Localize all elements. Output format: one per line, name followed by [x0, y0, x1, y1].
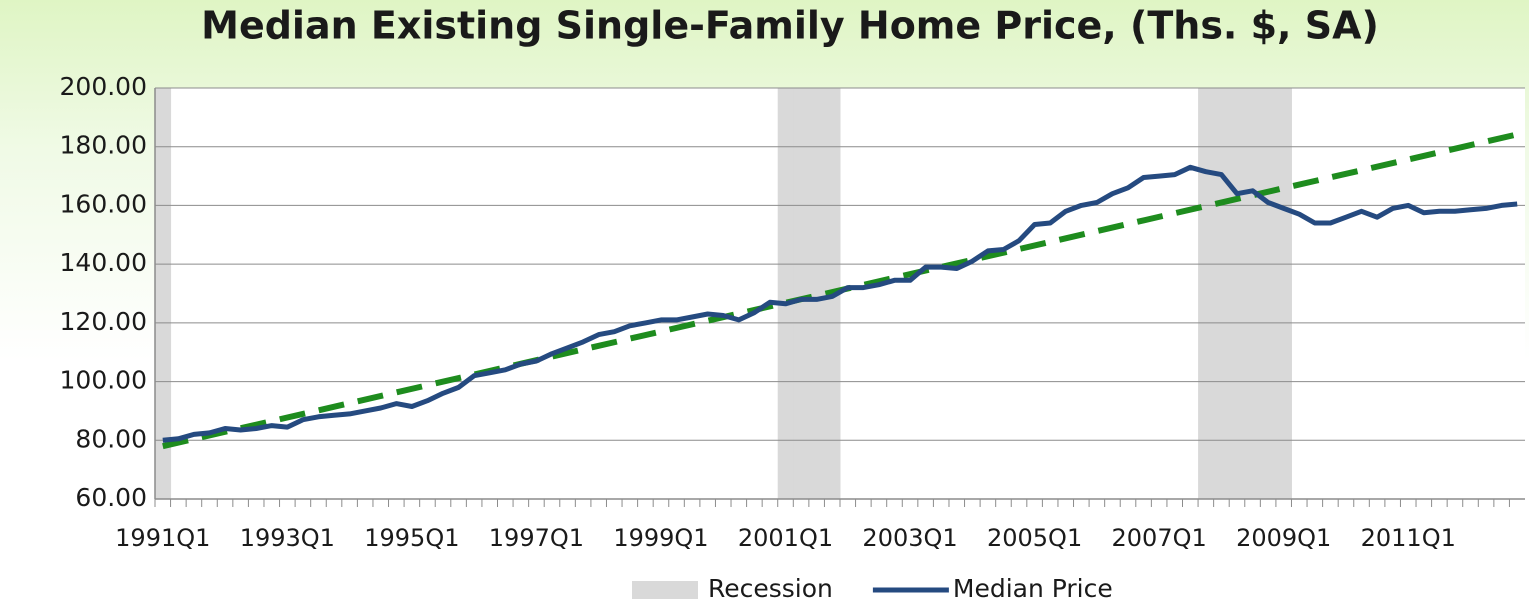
recession-bar — [808, 88, 825, 499]
legend-label: Median Price — [953, 574, 1113, 602]
y-tick-label: 100.00 — [60, 366, 147, 395]
recession-bar — [1213, 88, 1230, 499]
y-tick-label: 140.00 — [60, 248, 147, 277]
x-tick-label: 2003Q1 — [862, 524, 957, 552]
recession-bar — [793, 88, 810, 499]
recession-bar — [1260, 88, 1277, 499]
y-tick-label: 180.00 — [60, 131, 147, 160]
x-tick-label: 1991Q1 — [115, 524, 210, 552]
legend-swatch — [632, 581, 698, 599]
x-tick-label: 1997Q1 — [489, 524, 584, 552]
y-tick-label: 80.00 — [75, 424, 147, 453]
y-tick-label: 160.00 — [60, 189, 147, 218]
x-tick-label: 2009Q1 — [1236, 524, 1331, 552]
recession-bar — [1275, 88, 1292, 499]
x-tick-label: 1999Q1 — [613, 524, 708, 552]
x-tick-label: 2011Q1 — [1361, 524, 1456, 552]
x-tick-label: 2007Q1 — [1112, 524, 1207, 552]
x-tick-label: 1995Q1 — [364, 524, 459, 552]
x-tick-label: 2001Q1 — [738, 524, 833, 552]
y-tick-label: 200.00 — [60, 72, 147, 101]
price-line — [162, 164, 1518, 443]
recession-bar — [155, 88, 172, 499]
x-tick-label: 2005Q1 — [987, 524, 1082, 552]
y-tick-label: 120.00 — [60, 307, 147, 336]
recession-bar — [1198, 88, 1215, 499]
recession-bar — [1229, 88, 1246, 499]
recession-bar — [777, 88, 794, 499]
legend-label: Recession — [708, 574, 833, 602]
y-tick-label: 60.00 — [75, 483, 147, 512]
x-tick-label: 1993Q1 — [240, 524, 335, 552]
recession-bar — [1244, 88, 1261, 499]
chart-title: Median Existing Single-Family Home Price… — [201, 4, 1379, 48]
